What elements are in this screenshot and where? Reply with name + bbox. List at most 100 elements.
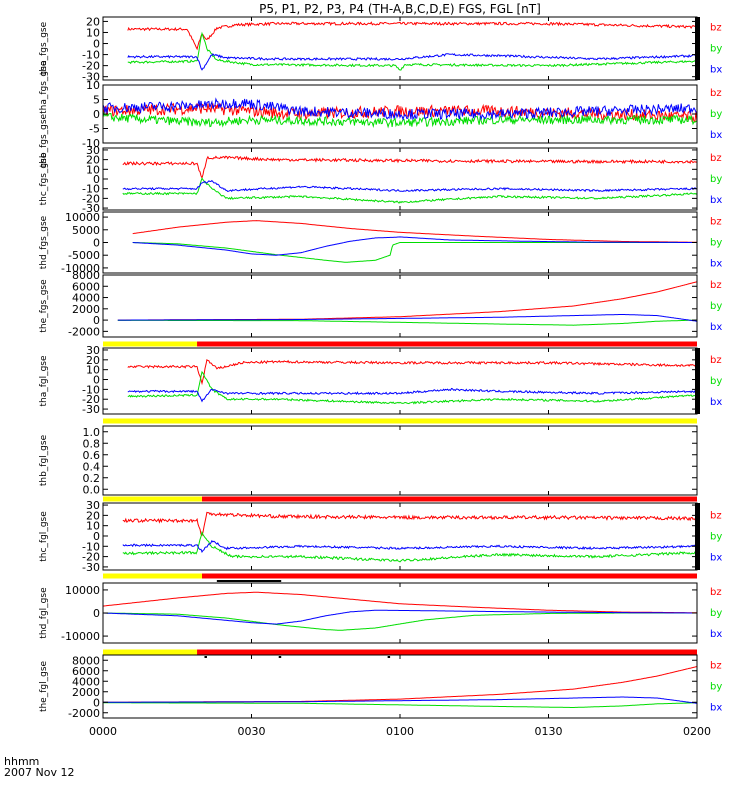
legend-by: by — [710, 109, 722, 120]
flag-bar-yellow — [103, 418, 697, 424]
y-tick-label: 20 — [86, 15, 100, 28]
series-bx-line — [103, 97, 697, 121]
legend-bz: bz — [710, 153, 722, 164]
y-tick-label: 20 — [86, 354, 100, 367]
flag-bar-red — [197, 341, 698, 347]
y-axis-label: tha_fgl_gse — [39, 355, 49, 407]
legend-bx: bx — [710, 397, 722, 408]
x-tick-label: 0000 — [89, 725, 117, 738]
flag-bar-yellow — [103, 341, 198, 347]
y-tick-label: 10000 — [65, 211, 100, 224]
y-tick-label: -20 — [82, 393, 100, 406]
chart-title: P5, P1, P2, P3, P4 (TH-A,B,C,D,E) FGS, F… — [259, 2, 541, 16]
flag-mark — [387, 656, 391, 658]
panel-frame — [102, 16, 698, 81]
legend-bx: bx — [710, 259, 722, 270]
flag-mark — [204, 656, 207, 658]
y-tick-label: 4000 — [72, 292, 100, 305]
y-tick-label: 6000 — [72, 280, 100, 293]
y-tick-label: -10 — [82, 540, 100, 553]
y-tick-label: -30 — [82, 561, 100, 574]
flag-bar-red — [202, 496, 697, 502]
panel-frame — [102, 502, 698, 571]
y-tick-label: -30 — [82, 202, 100, 215]
y-tick-label: 8000 — [72, 654, 100, 667]
y-tick-label: 8000 — [72, 269, 100, 282]
y-tick-label: -10000 — [61, 630, 100, 643]
y-tick-label: -10 — [82, 137, 100, 150]
y-tick-label: 10 — [86, 520, 100, 533]
y-tick-label: 10 — [86, 364, 100, 377]
legend-by: by — [710, 376, 722, 387]
y-tick-label: -20 — [82, 551, 100, 564]
series-by-line — [122, 177, 697, 204]
series-bx-line — [127, 387, 697, 403]
series-bx-line — [132, 236, 697, 256]
edge-mark — [695, 503, 700, 570]
legend-by: by — [710, 174, 722, 185]
legend-bz: bz — [710, 217, 722, 228]
legend-bz: bz — [710, 88, 722, 99]
series-bx-line — [103, 696, 697, 704]
legend-bz: bz — [710, 23, 722, 34]
flag-bar-red — [197, 649, 698, 655]
y-tick-label: 0 — [93, 314, 100, 327]
y-axis-label: thb_fgl_gse — [39, 434, 49, 486]
y-tick-label: -30 — [82, 403, 100, 416]
legend-bx: bx — [710, 703, 722, 714]
panel-thb_fgl_gse: 0.00.20.40.60.81.0 thb_fgl_gse — [39, 425, 698, 496]
y-tick-label: 0 — [93, 530, 100, 543]
series-bx-line — [117, 314, 697, 322]
flag-bar-yellow — [103, 573, 202, 579]
x-tick-label: 0130 — [535, 725, 563, 738]
series-bx-line — [127, 53, 697, 71]
y-tick-label: -10 — [82, 383, 100, 396]
y-tick-label: 0.4 — [83, 460, 101, 473]
legend-bx: bx — [710, 195, 722, 206]
date-caption: 2007 Nov 12 — [4, 766, 74, 779]
y-tick-label: 20 — [86, 509, 100, 522]
y-tick-label: 6000 — [72, 665, 100, 678]
legend-bx: bx — [710, 553, 722, 564]
y-tick-label: 30 — [86, 499, 100, 512]
y-tick-label: -30 — [82, 71, 100, 84]
legend-bx: bx — [710, 65, 722, 76]
y-tick-label: 0.2 — [83, 472, 101, 485]
panel-thd_fgl_gse: -10000 0 10000 thd_fgl_gse bz by bx — [39, 582, 722, 644]
x-tick-label: 0100 — [386, 725, 414, 738]
series-bz-line — [127, 358, 697, 386]
y-tick-label: -2000 — [68, 325, 100, 338]
flag-bar-yellow — [103, 649, 198, 655]
time-axis-caption: hhmm — [4, 755, 39, 768]
y-tick-label: 5000 — [72, 224, 100, 237]
y-tick-label: 30 — [86, 344, 100, 357]
series-by-line — [103, 111, 697, 129]
y-tick-label: -10 — [82, 49, 100, 62]
legend-by: by — [710, 238, 722, 249]
y-tick-label: -10 — [82, 183, 100, 196]
y-axis-label: the_fgl_gse — [39, 660, 49, 712]
series-by-line — [132, 242, 697, 263]
legend-bz: bz — [710, 587, 722, 598]
y-tick-label: 2000 — [72, 686, 100, 699]
x-tick-label: 0030 — [238, 725, 266, 738]
y-axis-label: thd_fgs_gse — [39, 215, 49, 269]
series-bx-line — [103, 609, 697, 625]
y-tick-label: -10000 — [61, 262, 100, 275]
y-tick-label: 0 — [93, 696, 100, 709]
y-tick-label: -5000 — [68, 249, 100, 262]
y-tick-label: 0 — [93, 108, 100, 121]
y-axis-label: thc_fgl_gse — [39, 511, 49, 562]
y-tick-label: 0 — [93, 38, 100, 51]
y-tick-label: -20 — [82, 192, 100, 205]
series-by-line — [117, 319, 697, 326]
y-tick-label: -2000 — [68, 707, 100, 720]
